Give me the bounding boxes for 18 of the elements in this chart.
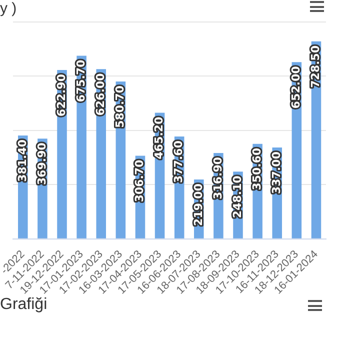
chart-title: y ): [0, 0, 17, 17]
data-label: 377.60: [172, 140, 186, 183]
text: Grafiği: [0, 296, 48, 314]
data-label: 350.60: [250, 147, 264, 190]
data-label: 622.90: [54, 74, 68, 116]
data-label: 306.70: [133, 159, 146, 202]
data-label: 337.00: [270, 151, 283, 194]
data-label: 626.00: [94, 72, 107, 116]
data-label: 316.90: [211, 156, 224, 200]
data-label: 652.00: [290, 66, 303, 109]
data-label: 248.10: [230, 175, 244, 218]
data-label: 580.70: [114, 85, 127, 128]
data-label: 381.40: [16, 139, 29, 182]
data-label: 675.70: [74, 59, 88, 102]
data-label: 219.00: [192, 183, 205, 226]
data-label: 728.50: [309, 45, 322, 88]
data-label: 369.90: [35, 142, 48, 186]
data-label: 465.20: [152, 116, 166, 160]
